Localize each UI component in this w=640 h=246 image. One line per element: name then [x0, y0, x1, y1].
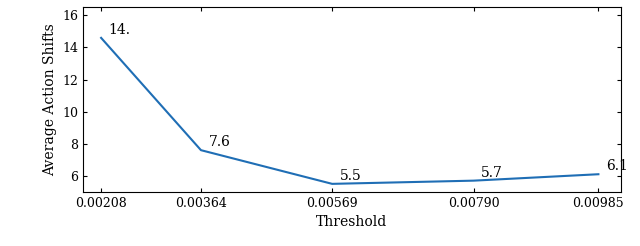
Text: 14.: 14.: [109, 23, 131, 37]
Text: 5.7: 5.7: [481, 166, 503, 180]
Text: 5.5: 5.5: [340, 169, 362, 183]
Text: 7.6: 7.6: [209, 135, 230, 149]
Text: 6.1: 6.1: [606, 159, 628, 173]
Y-axis label: Average Action Shifts: Average Action Shifts: [43, 23, 57, 176]
X-axis label: Threshold: Threshold: [316, 215, 388, 229]
